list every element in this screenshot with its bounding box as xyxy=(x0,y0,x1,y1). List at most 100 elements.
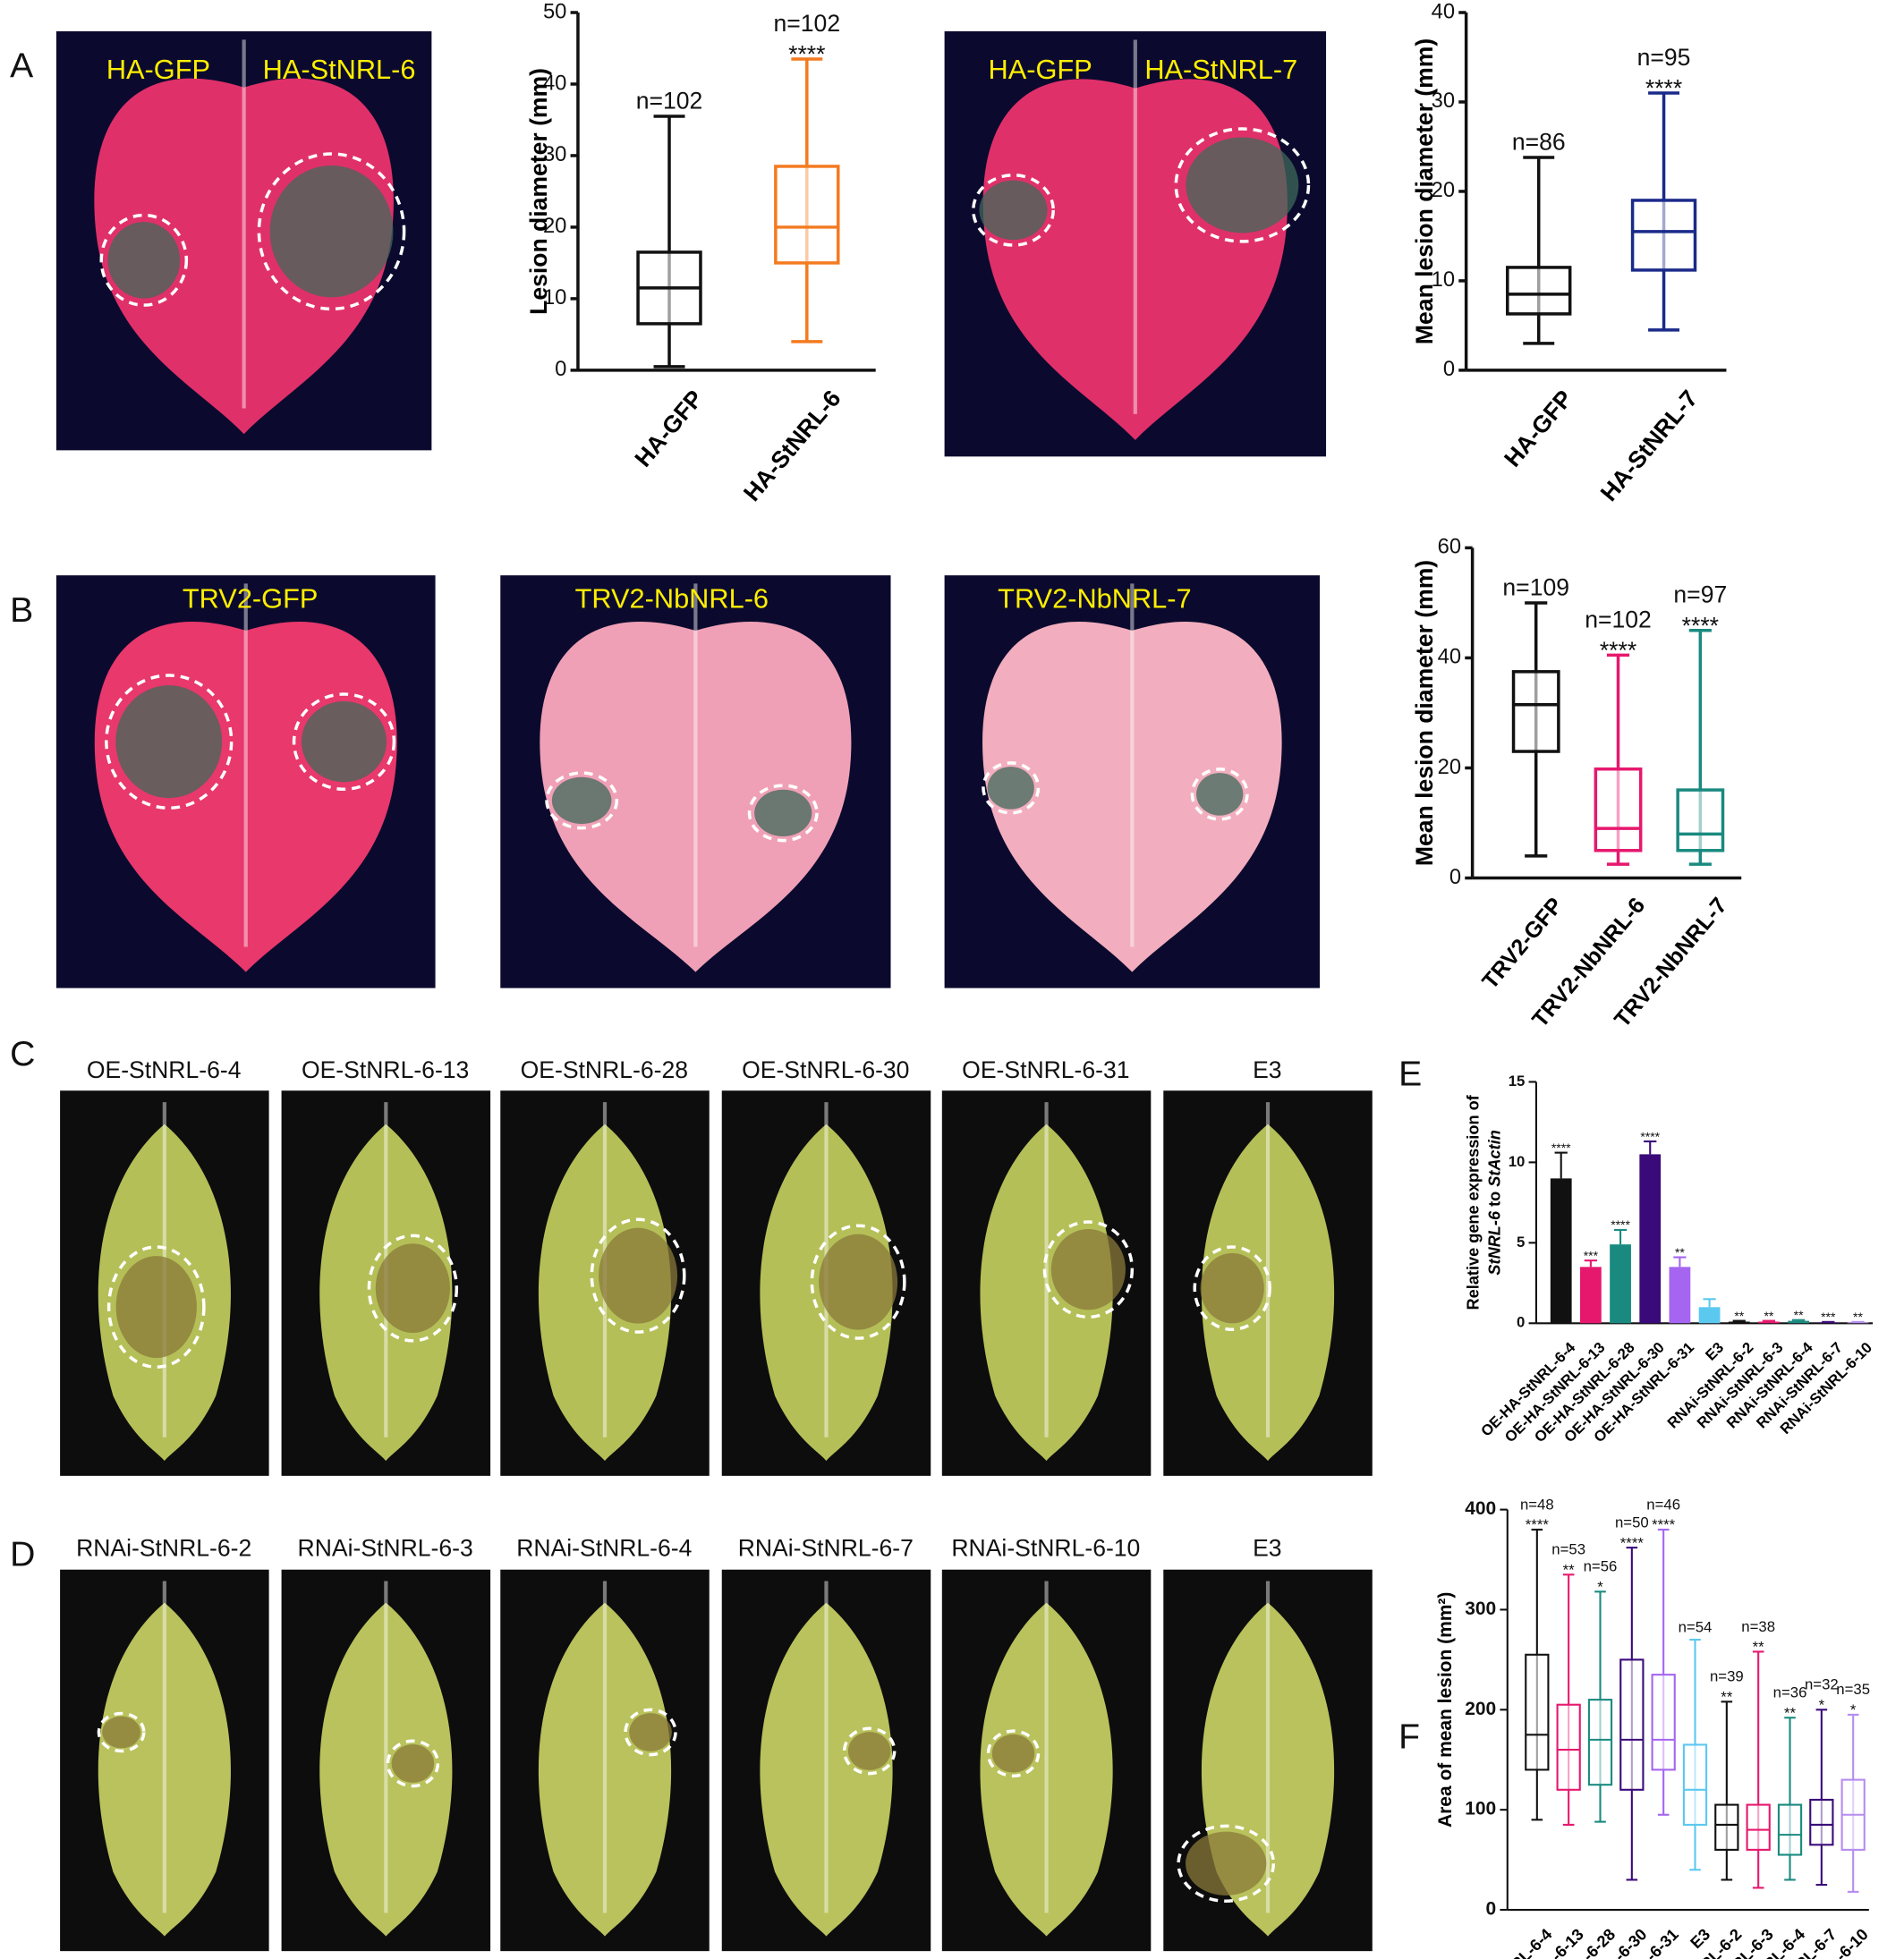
y-tick-label: 40 xyxy=(1438,645,1461,669)
photo-label: OE-StNRL-6-28 xyxy=(521,1056,688,1083)
significance: **** xyxy=(1526,1516,1550,1533)
photo-label: RNAi-StNRL-6-3 xyxy=(298,1534,473,1561)
lesion xyxy=(269,165,394,298)
lesion-circle xyxy=(1193,1245,1271,1332)
photo-label: RNAi-StNRL-6-2 xyxy=(76,1534,251,1561)
n-label: n=86 xyxy=(1512,129,1566,156)
y-tick-label: 20 xyxy=(1438,755,1461,779)
y-tick-label: 0 xyxy=(1517,1314,1525,1331)
y-tick-label: 0 xyxy=(1486,1899,1497,1920)
leaf xyxy=(319,1602,453,1937)
significance: **** xyxy=(1652,1516,1676,1533)
lesion-circle xyxy=(1042,1220,1135,1319)
y-axis-label: Lesion diameter (mm) xyxy=(525,68,552,315)
box xyxy=(1619,1658,1645,1791)
box xyxy=(1746,1803,1771,1851)
box xyxy=(1587,1699,1613,1786)
n-label: n=48 xyxy=(1520,1496,1554,1513)
lesion-circle xyxy=(810,1224,906,1340)
significance: **** xyxy=(1551,1141,1571,1155)
lesion-circle xyxy=(386,1739,440,1788)
y-tick-label: 30 xyxy=(543,142,566,166)
y-axis-label-part: StNRL-6 xyxy=(1485,1210,1503,1276)
photo-label: RNAi-StNRL-6-10 xyxy=(951,1534,1140,1561)
lesion-circle xyxy=(1190,767,1249,821)
lesion xyxy=(629,1713,672,1751)
y-tick-label: 40 xyxy=(1432,0,1455,23)
y-tick-label: 10 xyxy=(1509,1153,1526,1170)
y-tick-label: 30 xyxy=(1432,89,1455,113)
lesion-circle xyxy=(545,771,619,830)
photo-label: OE-StNRL-6-13 xyxy=(302,1056,469,1083)
box xyxy=(1682,1743,1708,1826)
leaf xyxy=(538,1602,672,1937)
lesion xyxy=(819,1234,898,1330)
photo-label: RNAi-StNRL-6-7 xyxy=(738,1534,914,1561)
n-label: n=54 xyxy=(1679,1619,1713,1636)
lesion-circle xyxy=(1174,127,1311,243)
photo-label: HA-GFP xyxy=(106,54,210,85)
lesion-circle xyxy=(624,1708,677,1757)
lesion xyxy=(102,1716,141,1749)
significance: *** xyxy=(1584,1248,1599,1262)
lesion xyxy=(1186,1831,1267,1895)
significance: ** xyxy=(1734,1309,1744,1323)
leaf xyxy=(760,1602,893,1937)
n-label: n=36 xyxy=(1773,1684,1807,1701)
significance: * xyxy=(1597,1579,1603,1596)
lesion xyxy=(301,700,387,783)
box xyxy=(1777,1803,1803,1856)
lesion xyxy=(107,222,181,299)
significance: * xyxy=(1850,1701,1857,1718)
bar xyxy=(1758,1321,1780,1324)
n-label: n=95 xyxy=(1637,44,1691,71)
lesion-circle xyxy=(982,761,1041,815)
lesion xyxy=(599,1227,678,1324)
significance: * xyxy=(1819,1697,1825,1714)
lesion xyxy=(979,180,1048,241)
y-tick-label: 20 xyxy=(543,214,566,238)
significance: **** xyxy=(1611,1217,1630,1232)
box xyxy=(1594,767,1643,852)
box xyxy=(1714,1803,1739,1851)
significance: **** xyxy=(1682,612,1719,639)
lesion-circle xyxy=(843,1726,897,1776)
lesion xyxy=(987,767,1034,810)
lesion xyxy=(115,685,223,799)
lesion-circle xyxy=(590,1217,686,1334)
bar xyxy=(1639,1154,1662,1324)
panel-letter: B xyxy=(10,591,33,630)
n-label: n=109 xyxy=(1502,574,1569,601)
leaf xyxy=(980,1124,1113,1462)
bar xyxy=(1550,1178,1572,1324)
photo-label: TRV2-NbNRL-7 xyxy=(998,583,1191,615)
y-tick-label: 60 xyxy=(1438,535,1461,559)
bar xyxy=(1698,1307,1721,1324)
significance: ** xyxy=(1721,1689,1733,1706)
lesion-circle xyxy=(97,1711,146,1753)
y-axis-label: Mean lesion diameter (mm) xyxy=(1411,38,1438,344)
box xyxy=(1809,1798,1834,1846)
lesion-circle xyxy=(292,692,396,792)
leaf xyxy=(540,621,852,972)
n-label: n=53 xyxy=(1551,1541,1585,1558)
bar xyxy=(1788,1320,1809,1324)
y-tick-label: 15 xyxy=(1509,1073,1526,1090)
y-axis-label: Area of mean lesion (mm²) xyxy=(1435,1592,1456,1828)
n-label: n=102 xyxy=(774,10,841,37)
n-label: n=102 xyxy=(1585,606,1652,632)
panel-letter: F xyxy=(1398,1718,1420,1757)
lesion-circle xyxy=(105,674,234,810)
photo-label: E3 xyxy=(1253,1534,1281,1561)
n-label: n=35 xyxy=(1836,1681,1870,1698)
photo-label: HA-GFP xyxy=(989,54,1092,85)
lesion-circle xyxy=(106,1245,206,1369)
panel-letter: C xyxy=(10,1035,35,1073)
lesion xyxy=(1050,1229,1126,1310)
box xyxy=(1556,1703,1581,1791)
n-label: n=102 xyxy=(636,88,703,114)
significance: ** xyxy=(1853,1310,1863,1324)
panel-letter: A xyxy=(10,47,34,86)
lesion-circle xyxy=(972,174,1055,247)
